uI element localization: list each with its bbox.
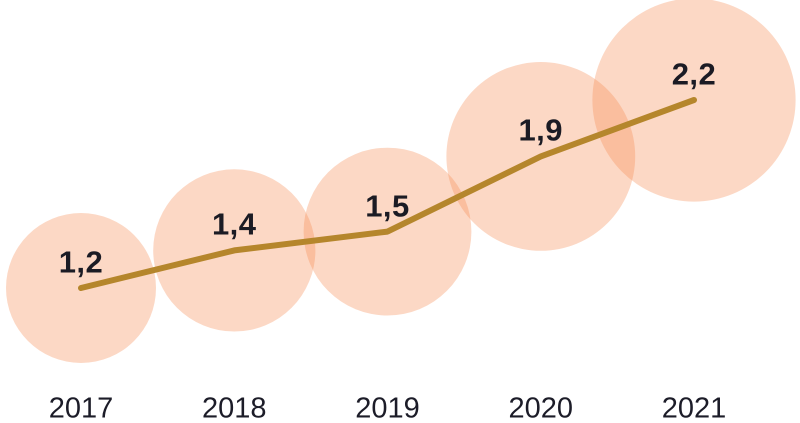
trend-line [78, 97, 697, 291]
x-axis-label: 2019 [355, 392, 420, 423]
x-axis-label: 2018 [201, 392, 267, 423]
value-label: 1,9 [518, 112, 564, 148]
value-label: 1,2 [58, 244, 104, 280]
value-label: 1,5 [365, 188, 410, 224]
x-axis-label: 2017 [48, 392, 114, 423]
value-label: 1,4 [211, 206, 257, 242]
value-label: 2,2 [671, 56, 717, 92]
x-axis-label: 2021 [661, 392, 727, 423]
x-axis-label: 2020 [508, 392, 574, 423]
